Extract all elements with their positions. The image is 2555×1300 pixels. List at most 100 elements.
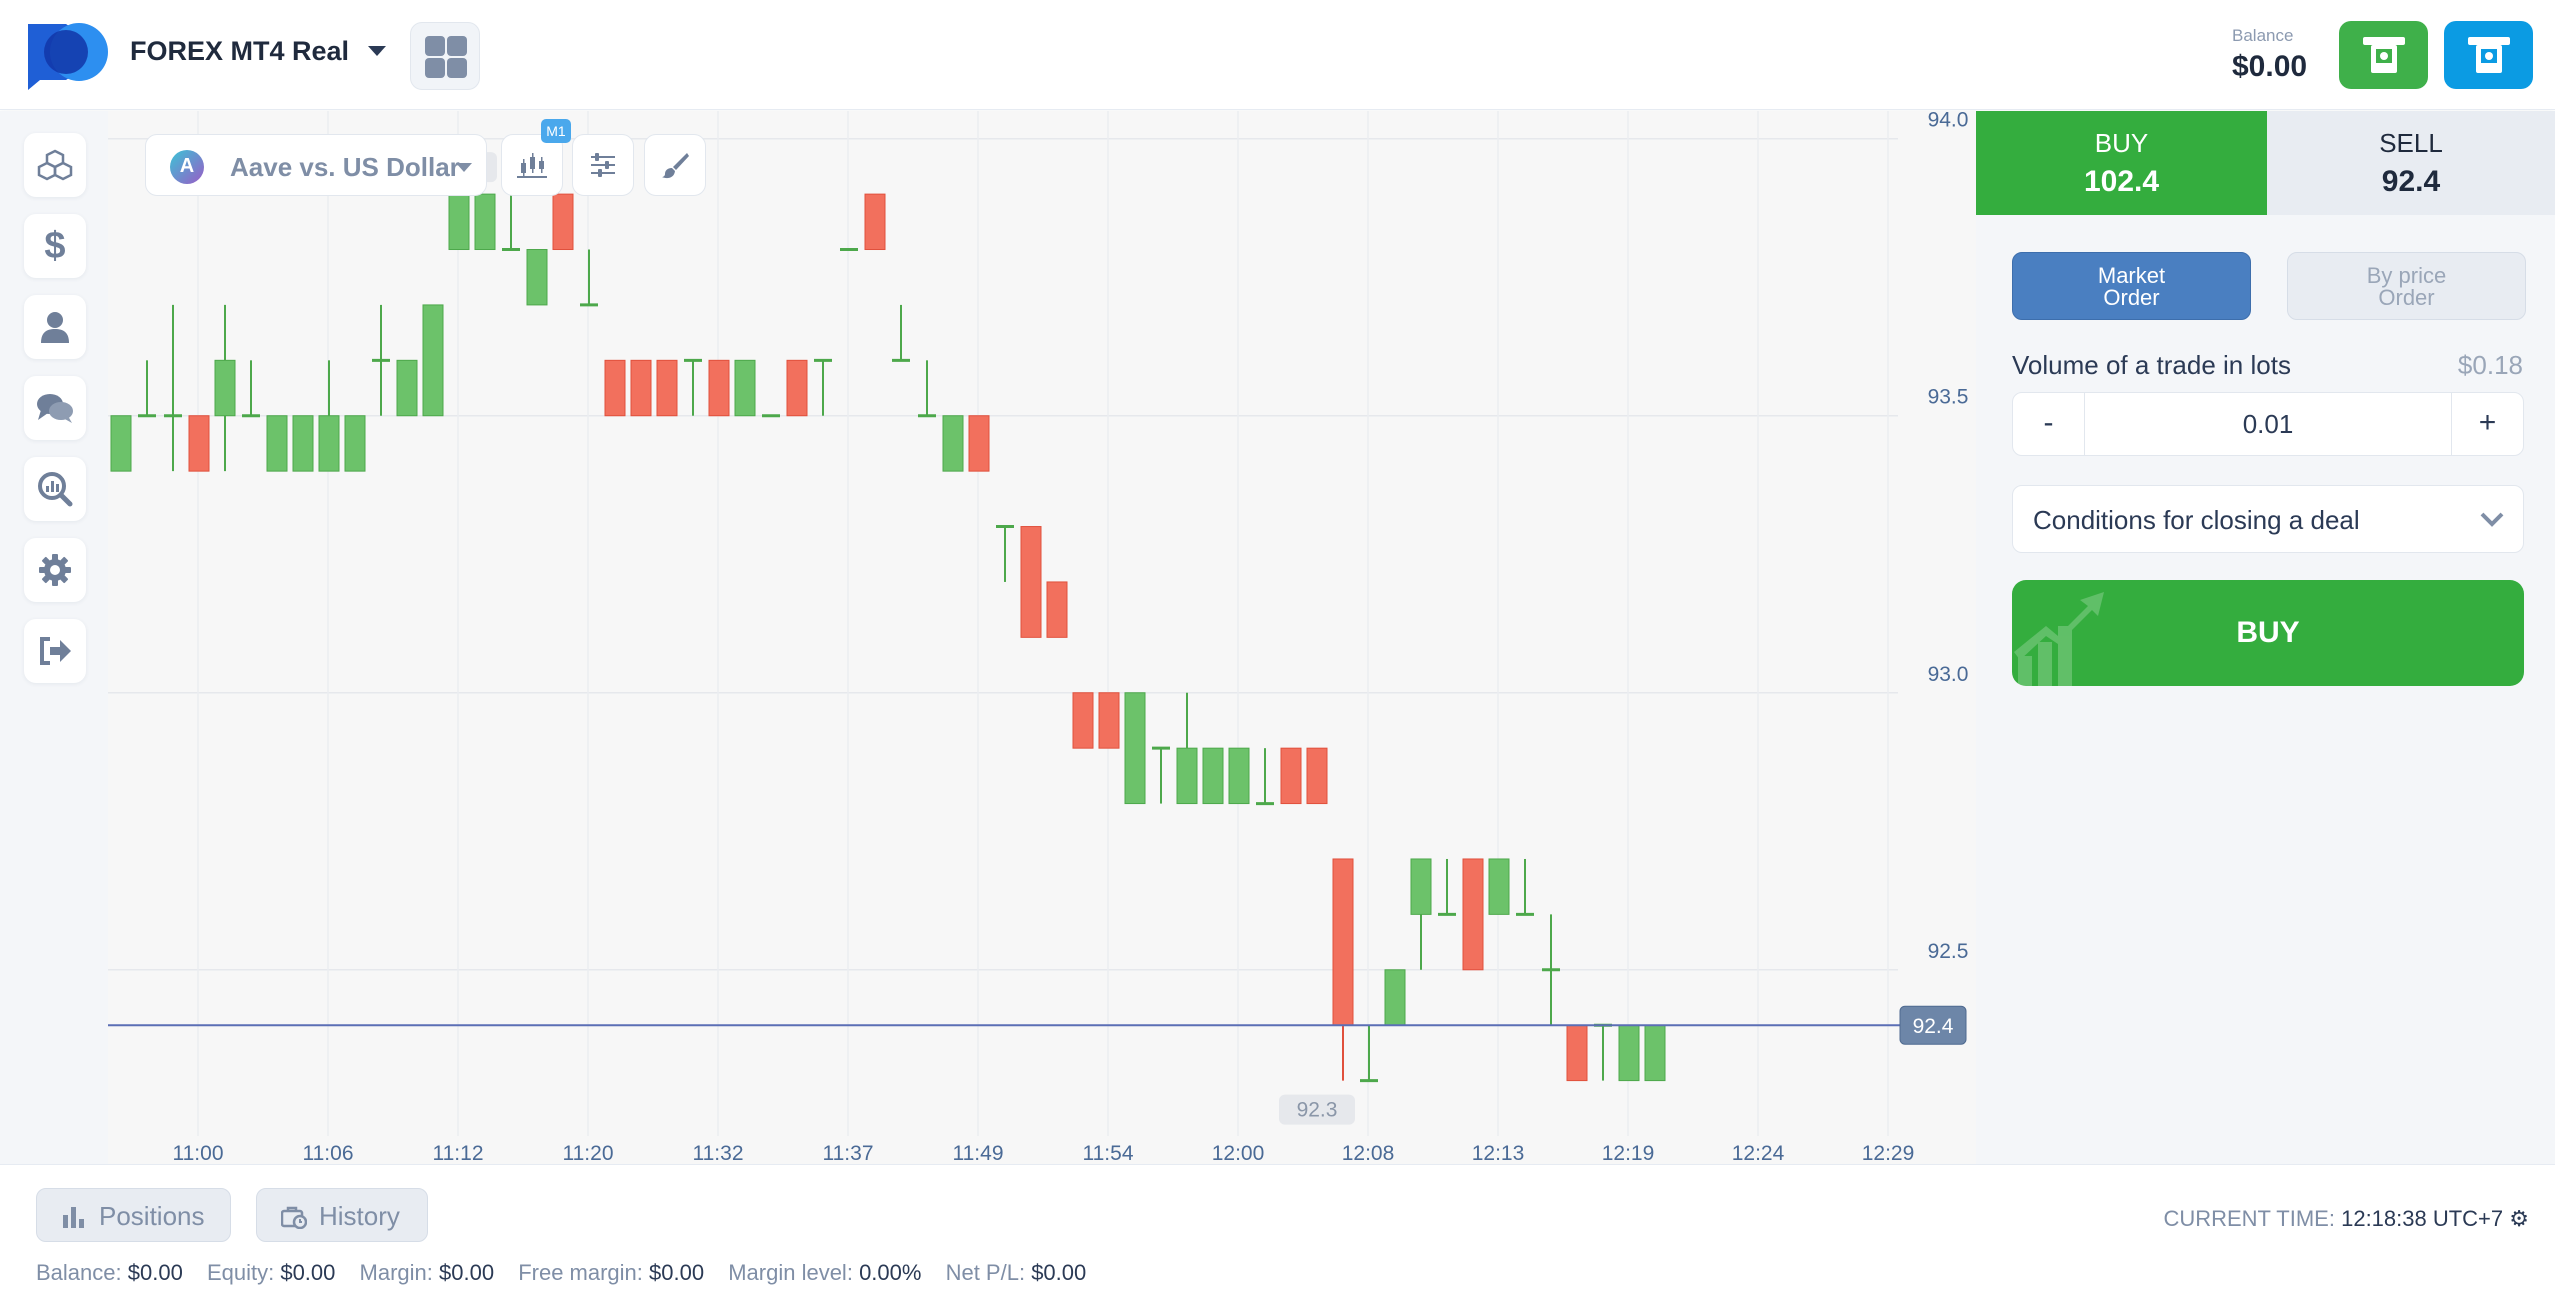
chevron-down-icon: [456, 163, 472, 172]
stat-label: Margin level:: [728, 1260, 853, 1285]
chat-icon: [37, 394, 73, 423]
positions-label: Positions: [99, 1201, 205, 1231]
low-price-label-bg: [1279, 1094, 1355, 1125]
stat-value: $0.00: [649, 1260, 705, 1285]
x-tick-label: 11:00: [173, 1142, 224, 1164]
user-icon: [41, 312, 69, 343]
candle-body: [318, 415, 340, 472]
candle-body: [1618, 1024, 1640, 1082]
history-label: History: [319, 1201, 400, 1231]
x-tick-label: 12:00: [1212, 1142, 1265, 1164]
atm-withdraw-icon: [2468, 37, 2510, 73]
sidebar-item-chat[interactable]: [24, 376, 86, 440]
sidebar-item-logout[interactable]: [24, 619, 86, 683]
timeframe-badge[interactable]: M1: [541, 119, 571, 143]
candle-body: [1410, 858, 1432, 915]
drawing-tools-button[interactable]: [644, 134, 706, 196]
candle-body: [552, 193, 574, 251]
volume-decrease-button[interactable]: -: [2013, 393, 2085, 455]
x-tick-label: 12:19: [1602, 1142, 1655, 1164]
account-stats: Balance: $0.00 Equity: $0.00 Margin: $0.…: [36, 1260, 1104, 1286]
atm-deposit-icon: [2363, 37, 2405, 73]
price-order-button[interactable]: By price Order: [2287, 252, 2526, 320]
stat-label: Net P/L:: [945, 1260, 1026, 1285]
chevron-down-icon[interactable]: [368, 46, 386, 56]
sidebar-item-settings[interactable]: [24, 538, 86, 602]
buy-tab-label: BUY: [2094, 128, 2149, 158]
search-chart-icon: [38, 472, 73, 507]
grid-icon-cell: [447, 58, 467, 78]
candle-body: [604, 359, 626, 417]
candle-body: [968, 415, 990, 472]
indicators-button[interactable]: [572, 134, 634, 196]
sell-tab-label: SELL: [2379, 128, 2443, 158]
balance-label: Balance: [2232, 26, 2294, 45]
tab-history[interactable]: History: [256, 1188, 428, 1242]
candle-body: [656, 359, 678, 417]
logout-icon: [40, 637, 71, 665]
candle-body: [1124, 692, 1146, 805]
gear-icon[interactable]: ⚙: [2509, 1206, 2529, 1231]
volume-increase-button[interactable]: +: [2451, 393, 2523, 455]
volume-input[interactable]: [2085, 393, 2451, 455]
stat-label: Margin:: [359, 1260, 433, 1285]
bar-chart-icon: [63, 1207, 84, 1228]
candle-body: [292, 415, 314, 472]
x-tick-label: 11:06: [303, 1142, 354, 1164]
y-tick-label: 93.0: [1928, 663, 1969, 686]
price-order-label-1: By price: [2366, 263, 2447, 288]
candle-body: [110, 415, 132, 472]
apps-grid-button[interactable]: [410, 22, 480, 90]
chart-type-button[interactable]: [501, 134, 563, 196]
buy-submit-button[interactable]: BUY: [2012, 580, 2524, 686]
closing-conditions-label: Conditions for closing a deal: [2033, 505, 2360, 535]
deposit-button[interactable]: [2339, 21, 2428, 89]
price-chart[interactable]: 94.0 93.5 93.0 92.5 11:00 11:06 11:12 11:20 11:3…: [108, 111, 1976, 1164]
x-tick-label: 12:29: [1862, 1142, 1915, 1164]
tab-positions[interactable]: Positions: [36, 1188, 231, 1242]
candle-body: [864, 193, 886, 251]
sidebar-item-finance[interactable]: $: [24, 214, 86, 278]
sidebar-item-profile[interactable]: [24, 295, 86, 359]
tab-buy[interactable]: BUY 102.4: [1976, 111, 2267, 215]
candle-body: [1332, 858, 1354, 1026]
candle-body: [1280, 747, 1302, 805]
dollar-icon: $: [44, 224, 66, 267]
grid-icon-cell: [425, 58, 445, 78]
closing-conditions-dropdown[interactable]: Conditions for closing a deal: [2012, 485, 2524, 553]
candle-body: [1488, 858, 1510, 915]
symbol-icon-letter: A: [179, 155, 195, 177]
chart-canvas[interactable]: 94.0 93.5 93.0 92.5 11:00 11:06 11:12 11:20 11:3…: [108, 111, 1976, 1164]
withdraw-button[interactable]: [2444, 21, 2533, 89]
stat-margin: Margin: $0.00: [360, 1260, 495, 1285]
volume-stepper: - +: [2012, 392, 2524, 456]
sidebar-item-analytics[interactable]: [24, 457, 86, 521]
candle-body: [1202, 747, 1224, 805]
candle-body: [1306, 747, 1328, 805]
candle-body: [1644, 1024, 1666, 1082]
sell-price: 92.4: [2381, 165, 2441, 198]
stat-equity: Equity: $0.00: [207, 1260, 335, 1285]
candle-body: [734, 359, 756, 417]
account-name[interactable]: FOREX MT4 Real: [130, 36, 350, 66]
current-price-tag: [1899, 1005, 1967, 1045]
cubes-icon: [37, 149, 73, 181]
sidebar-item-assets[interactable]: [24, 133, 86, 197]
stat-value: $0.00: [280, 1260, 336, 1285]
stat-free-margin: Free margin: $0.00: [518, 1260, 704, 1285]
candle-body: [1072, 692, 1094, 749]
brand-logo[interactable]: [26, 22, 112, 90]
stat-value: 0.00%: [859, 1260, 922, 1285]
stat-balance: Balance: $0.00: [36, 1260, 183, 1285]
candle-body: [942, 415, 964, 472]
candle-body: [188, 415, 210, 472]
gear-icon: [39, 554, 71, 586]
stat-value: $0.00: [127, 1260, 183, 1285]
candle-body: [1046, 581, 1068, 638]
y-tick-label: 94.0: [1928, 111, 1969, 132]
tab-sell[interactable]: SELL 92.4: [2267, 111, 2555, 215]
symbol-selector[interactable]: A Aave vs. US Dollar: [145, 134, 487, 196]
x-tick-label: 11:49: [953, 1142, 1004, 1164]
market-order-label-1: Market: [2097, 263, 2166, 288]
market-order-button[interactable]: Market Order: [2012, 252, 2251, 320]
